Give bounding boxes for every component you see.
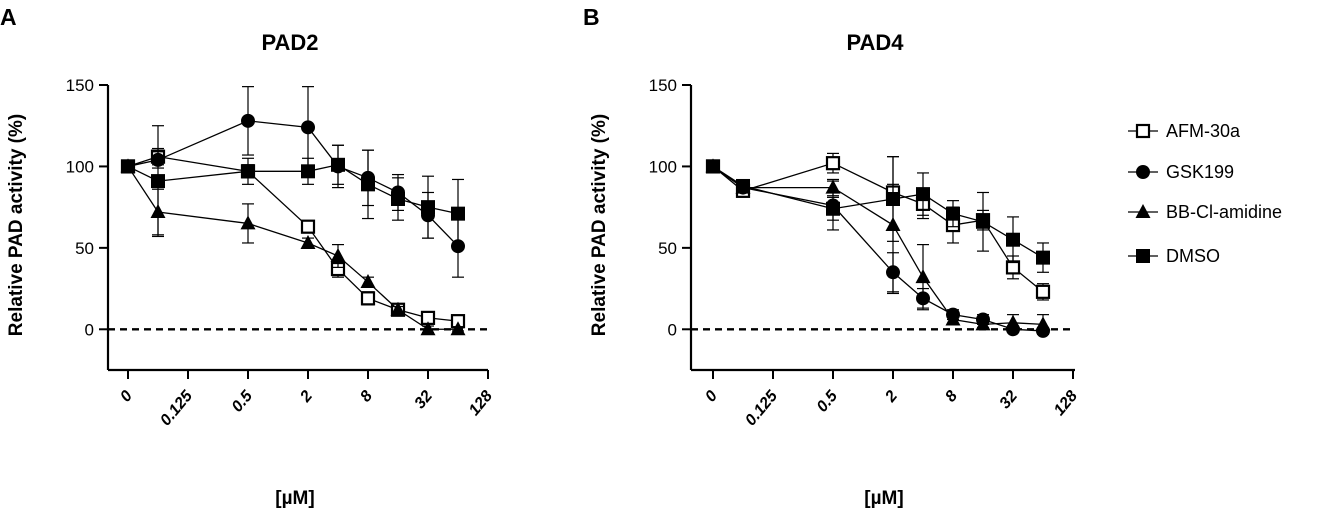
x-tick-label: 0: [702, 388, 721, 406]
x-tick-label: 0: [117, 388, 136, 406]
x-tick-label: 128: [1051, 388, 1081, 419]
data-point: [975, 316, 991, 331]
data-point: [360, 274, 376, 289]
series-line: [127, 166, 458, 330]
legend: AFM-30a GSK199 BB-Cl-amidine DMSO: [1128, 121, 1282, 266]
data-point: [360, 291, 376, 306]
x-tick-label: 0.125: [742, 387, 781, 429]
x-tick-label: 2: [297, 388, 316, 407]
data-point: [1035, 284, 1051, 299]
data-point: [241, 113, 255, 128]
series-line: [127, 164, 459, 215]
data-point: [420, 321, 436, 336]
x-tick-label: 32: [412, 388, 437, 413]
y-tick-label: 150: [649, 76, 677, 95]
data-point: [1036, 250, 1050, 265]
data-point: [946, 206, 960, 221]
legend-marker-afm-30a: [1135, 123, 1151, 139]
x-tick-label: 0.5: [229, 387, 257, 416]
y-tick-label: 50: [658, 239, 677, 258]
x-tick-label: 0.125: [157, 387, 196, 429]
data-point: [825, 156, 841, 171]
series-line: [712, 165, 1044, 326]
y-tick-label: 150: [66, 76, 94, 95]
data-point: [390, 301, 406, 316]
legend-label-bb-cl-amidine: BB-Cl-amidine: [1166, 202, 1282, 222]
data-point: [916, 187, 930, 202]
panel-pad4: B PAD4 Relative PAD activity (%) [µM] 0 5…: [583, 4, 1081, 509]
series-gsk199: [121, 86, 465, 278]
x-tick-label: 32: [997, 388, 1022, 413]
data-point: [1005, 314, 1021, 329]
x-tick-label: 128: [466, 388, 496, 419]
legend-marker-gsk199: [1136, 165, 1150, 179]
y-tick-label: 0: [668, 320, 677, 339]
data-point: [421, 200, 435, 215]
data-point: [1035, 316, 1051, 331]
data-point: [361, 177, 375, 192]
legend-marker-dmso: [1136, 249, 1150, 263]
data-point: [706, 159, 720, 174]
series-dmso: [706, 156, 1050, 273]
data-point: [826, 201, 840, 216]
data-point: [886, 192, 900, 206]
data-point: [736, 178, 750, 193]
series-bb-cl-amidine: [120, 158, 466, 336]
x-tick-label: 0.5: [814, 387, 842, 416]
legend-label-afm-30a: AFM-30a: [1166, 121, 1241, 141]
data-point: [1006, 232, 1020, 247]
panel-label: A: [0, 4, 17, 30]
panel-label: B: [583, 4, 600, 30]
x-tick-label: 2: [882, 388, 901, 407]
panel-pad2: A PAD2 Relative PAD activity (%) [µM] 0 5…: [0, 4, 496, 509]
legend-label-dmso: DMSO: [1166, 246, 1220, 266]
y-tick-label: 100: [66, 157, 94, 176]
data-point: [825, 179, 841, 194]
data-point: [331, 157, 345, 172]
data-point: [915, 269, 931, 284]
data-point: [240, 215, 256, 230]
y-tick-label: 0: [85, 320, 94, 339]
chart-title: PAD4: [846, 30, 904, 55]
data-point: [1005, 260, 1021, 275]
data-point: [151, 174, 165, 189]
data-point: [451, 206, 465, 221]
legend-label-gsk199: GSK199: [1166, 162, 1234, 182]
series-line: [127, 120, 459, 247]
series-line: [127, 155, 459, 322]
series-line: [712, 165, 1044, 259]
data-point: [450, 321, 466, 336]
data-point: [976, 214, 990, 229]
x-tick-label: 8: [942, 388, 961, 406]
data-point: [241, 164, 255, 179]
data-point: [301, 120, 315, 135]
y-tick-label: 100: [649, 157, 677, 176]
x-axis-label: [µM]: [275, 488, 314, 509]
series-afm-30a: [705, 152, 1051, 301]
data-point: [121, 159, 135, 174]
chart-title: PAD2: [261, 30, 318, 55]
data-point: [391, 192, 405, 206]
data-point: [945, 311, 961, 326]
y-tick-label: 50: [75, 239, 94, 258]
data-point: [300, 234, 316, 249]
x-axis-label: [µM]: [864, 488, 903, 509]
data-point: [300, 219, 316, 234]
data-point: [330, 248, 346, 262]
legend-marker-bb-cl-amidine: [1135, 204, 1151, 218]
data-point: [301, 164, 315, 179]
y-axis-label: Relative PAD activity (%): [6, 114, 27, 336]
y-axis-label: Relative PAD activity (%): [589, 114, 610, 336]
series-dmso: [121, 125, 465, 249]
x-tick-label: 8: [357, 388, 376, 406]
